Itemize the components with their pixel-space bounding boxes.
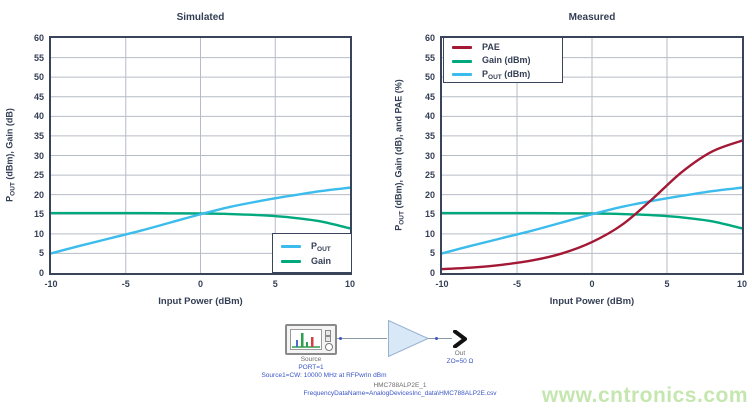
legend-swatch-pae — [452, 46, 472, 50]
wire — [337, 338, 387, 339]
y-tick-label: 30 — [33, 150, 44, 161]
y-tick-label: 50 — [424, 72, 435, 83]
legend: POUT Gain — [272, 233, 352, 273]
spectrum-screen-icon — [290, 329, 322, 350]
source-knob-icon — [325, 343, 333, 351]
schematic: Source PORT=1 Source1=CW: 10000 MHz at R… — [0, 310, 752, 410]
y-tick-label: 60 — [33, 33, 44, 43]
x-axis-title: Input Power (dBm) — [158, 296, 243, 307]
out-label: Out — [454, 350, 466, 357]
x-tick-label: 10 — [736, 279, 747, 289]
chart-measured: Measured POUT (dBm), Gain (dB), and PAE … — [376, 0, 752, 310]
output-port-icon — [453, 330, 467, 348]
y-axis-label-sub: OUT — [9, 182, 17, 196]
x-tick-label: -5 — [512, 279, 521, 289]
x-axis-title: Input Power (dBm) — [549, 296, 635, 307]
wire — [428, 338, 452, 339]
y-tick-label: 10 — [424, 228, 435, 239]
spectrum-bars-icon — [292, 333, 320, 348]
legend-label-pout: POUT — [311, 240, 331, 253]
wire-node — [339, 337, 342, 340]
y-tick-label: 5 — [429, 248, 435, 259]
source-label: Source — [300, 356, 322, 363]
x-tick-label: 5 — [272, 279, 278, 289]
source-settings-label: Source1=CW: 10000 MHz at RFPwrIn dBm — [261, 372, 387, 379]
legend-label-pae: PAE — [482, 41, 500, 52]
x-tick-label: 5 — [664, 279, 670, 289]
chart-title: Measured — [568, 12, 616, 23]
y-tick-label: 20 — [424, 189, 435, 200]
y-tick-label: 15 — [424, 209, 435, 220]
component-data-label: FrequencyDataName=AnalogDevicesInc_data\… — [303, 390, 497, 397]
x-tick-label: 0 — [197, 279, 203, 289]
legend-item-gain: Gain — [281, 254, 351, 269]
y-tick-label: 40 — [33, 111, 44, 122]
y-tick-label: 15 — [33, 209, 44, 220]
legend-item-pae: PAE — [452, 41, 562, 55]
legend-label-pout: POUT (dBm) — [482, 68, 531, 81]
y-tick-label: 45 — [33, 91, 44, 102]
out-impedance-label: ZO=50 Ω — [446, 358, 474, 365]
y-axis-label: POUT (dBm), Gain (dB), and PAE (%) — [392, 36, 406, 275]
y-tick-label: 25 — [424, 170, 435, 181]
legend-swatch-pout — [452, 73, 472, 77]
y-axis-label: POUT (dBm), Gain (dB) — [3, 36, 17, 275]
source-port-label: PORT=1 — [298, 364, 324, 371]
legend-swatch-gain — [452, 59, 472, 63]
y-tick-label: 35 — [33, 130, 44, 141]
source-instrument-icon — [285, 324, 337, 355]
y-axis-label-sub: OUT — [398, 211, 406, 225]
series-line-pae — [440, 139, 744, 271]
chart-canvas — [440, 38, 744, 273]
y-tick-label: 10 — [33, 228, 44, 239]
y-tick-label: 35 — [424, 130, 435, 141]
series-line-pout — [49, 186, 352, 255]
y-tick-label: 55 — [33, 52, 44, 63]
component-name-label: HMC788ALP2E_1 — [373, 382, 427, 389]
source-button-icon — [325, 330, 331, 336]
y-tick-label: 60 — [424, 33, 435, 43]
x-tick-label: -10 — [435, 279, 449, 289]
y-tick-label: 50 — [33, 72, 44, 83]
x-tick-label: 10 — [344, 279, 355, 289]
legend: PAE Gain (dBm) POUT (dBm) — [443, 37, 563, 83]
legend-swatch-pout — [281, 245, 301, 248]
x-tick-label: -5 — [121, 279, 130, 289]
y-axis-label-pre: P — [393, 224, 404, 231]
y-tick-label: 55 — [424, 52, 435, 63]
y-tick-label: 5 — [38, 248, 44, 259]
series-line-pout-dbm- — [440, 186, 744, 255]
watermark: www.cntronics.com — [541, 384, 748, 407]
legend-item-pout: POUT (dBm) — [452, 68, 562, 82]
x-tick-label: 0 — [589, 279, 595, 289]
y-axis-label-pre: P — [4, 195, 15, 202]
y-axis-label-post: (dBm), Gain (dB) — [4, 108, 15, 183]
y-tick-label: 30 — [424, 150, 435, 161]
chart-title: Simulated — [176, 12, 225, 23]
y-tick-label: 0 — [38, 268, 44, 278]
y-tick-label: 25 — [33, 170, 44, 181]
y-tick-label: 40 — [424, 111, 435, 122]
legend-label-gain: Gain — [311, 255, 332, 266]
amplifier-icon — [388, 320, 429, 357]
legend-item-gain: Gain (dBm) — [452, 55, 562, 69]
plot-area — [49, 36, 352, 275]
legend-item-pout: POUT — [281, 239, 351, 254]
y-tick-label: 45 — [424, 91, 435, 102]
y-tick-label: 0 — [429, 268, 435, 278]
source-button-icon — [325, 336, 331, 342]
chart-simulated: Simulated POUT (dBm), Gain (dB) Input Po… — [0, 0, 376, 310]
legend-label-gain: Gain (dBm) — [482, 55, 531, 66]
legend-swatch-gain — [281, 260, 301, 263]
y-axis-label-post: (dBm), Gain (dB), and PAE (%) — [393, 79, 404, 212]
wire-node — [435, 337, 438, 340]
y-tick-label: 20 — [33, 189, 44, 200]
x-tick-label: -10 — [44, 279, 58, 289]
